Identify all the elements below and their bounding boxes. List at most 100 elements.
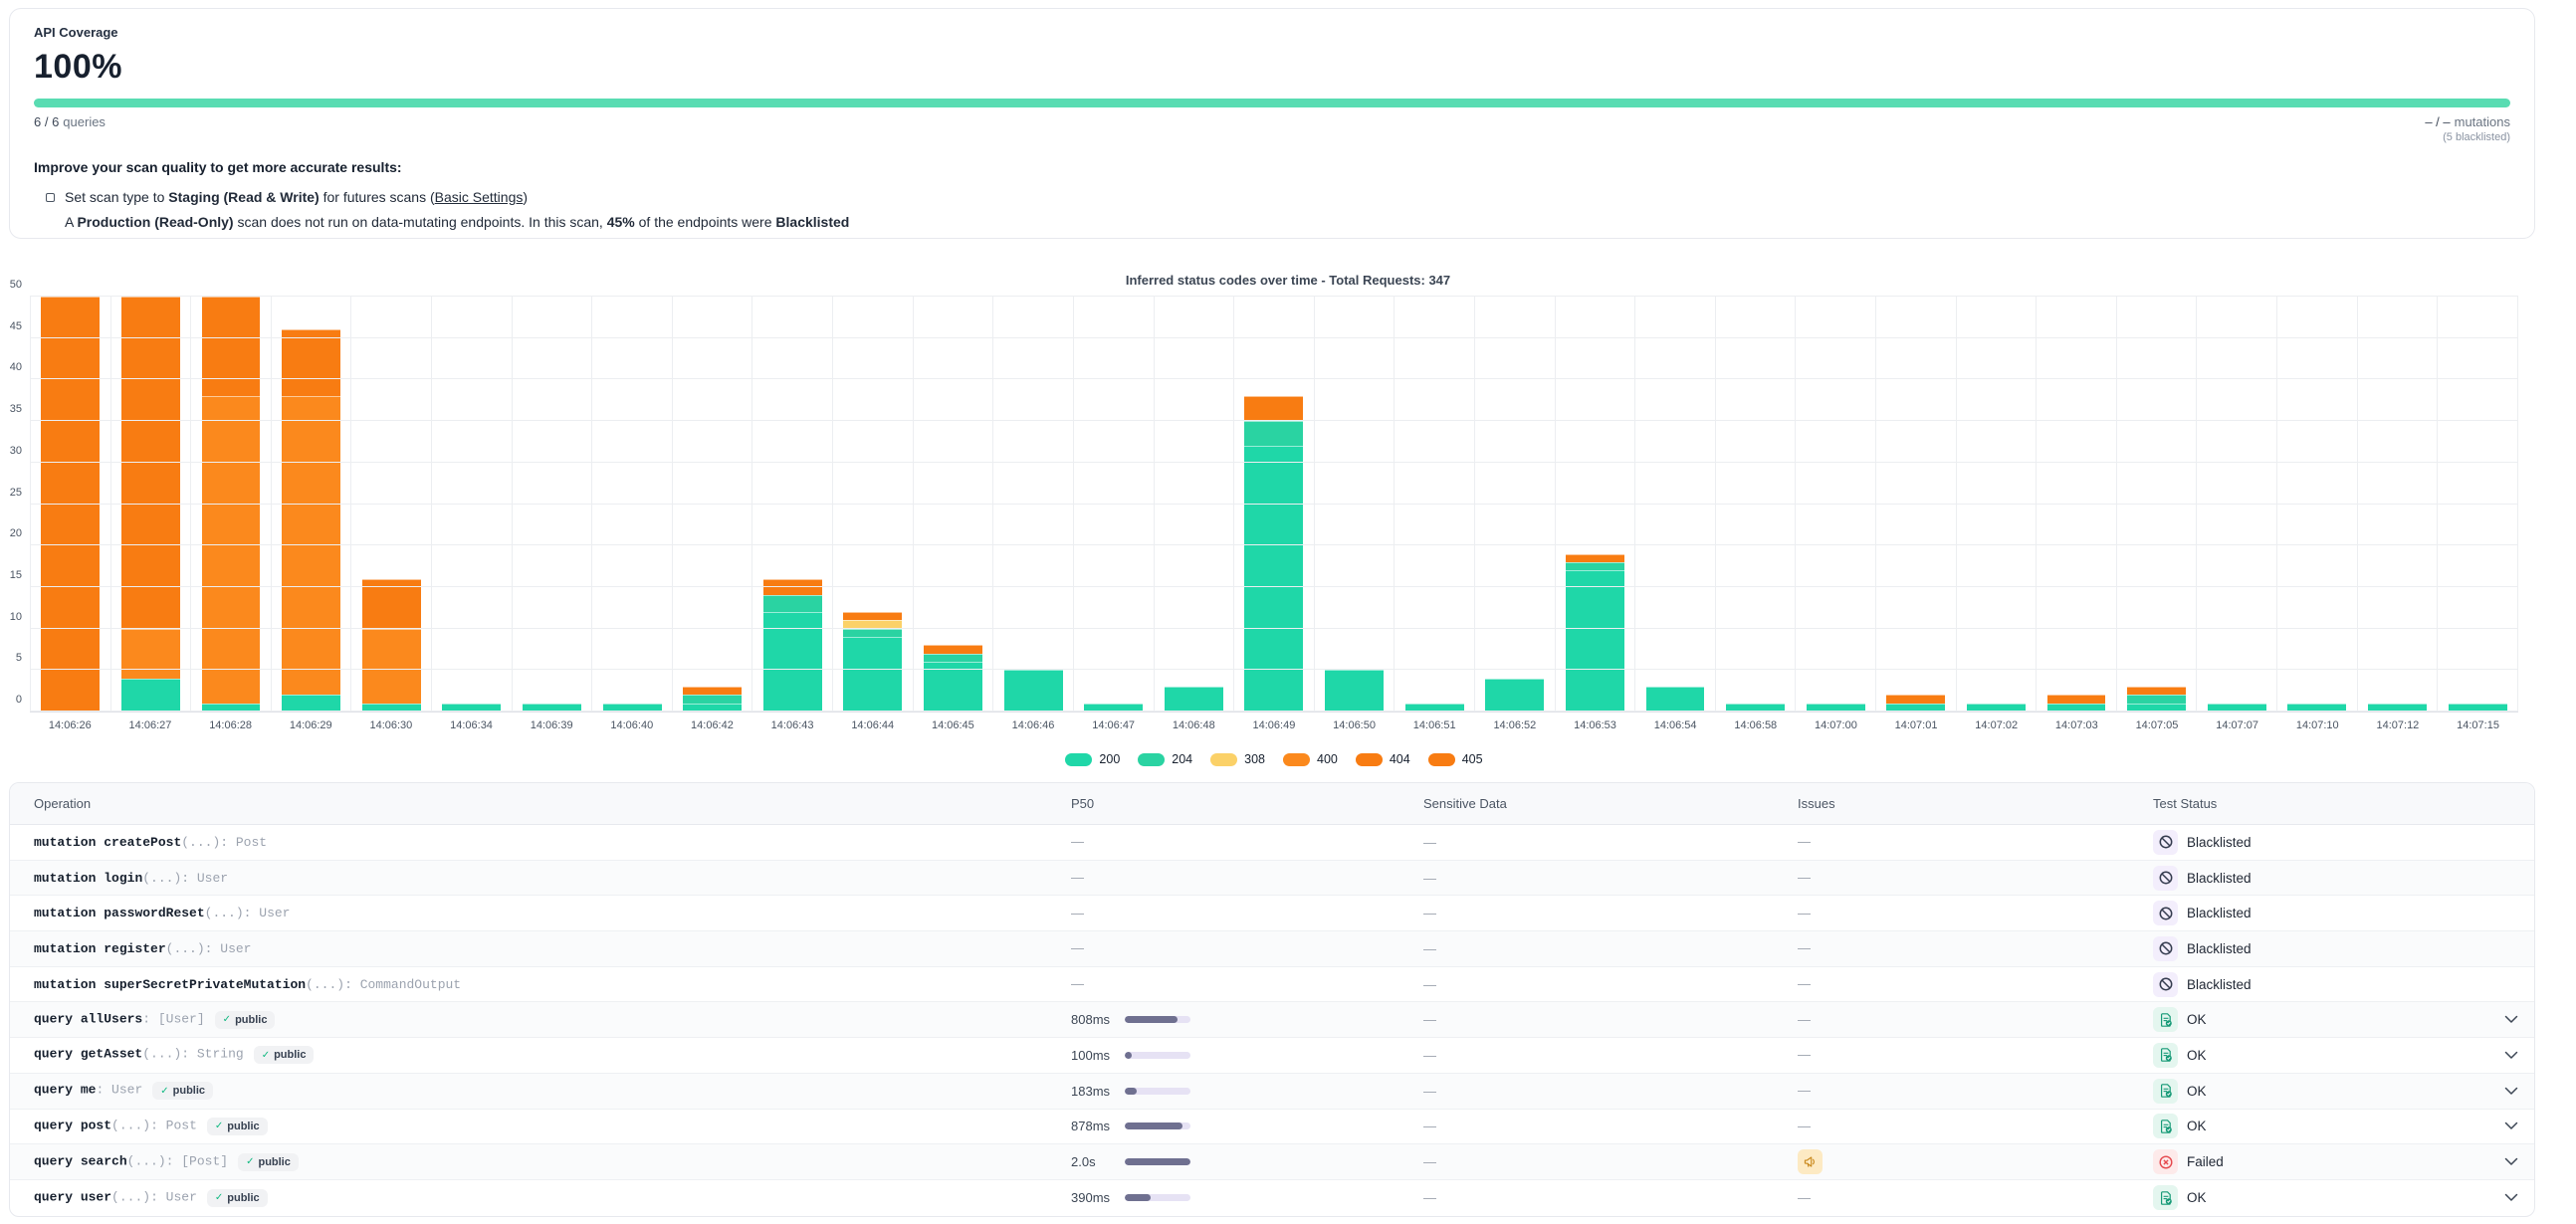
stacked-bar-14:06:26[interactable] — [41, 297, 101, 712]
stacked-bar-14:07:12[interactable] — [2368, 297, 2427, 712]
legend-item-204[interactable]: 204 — [1138, 752, 1192, 766]
expand-chevron-icon[interactable] — [2488, 1122, 2534, 1130]
bar-segment-200[interactable] — [2207, 703, 2266, 712]
stacked-bar-14:06:28[interactable] — [201, 297, 261, 712]
stacked-bar-14:06:48[interactable] — [1164, 297, 1223, 712]
bar-segment-404[interactable] — [282, 329, 341, 397]
stacked-bar-14:06:40[interactable] — [602, 297, 662, 712]
bar-segment-200[interactable] — [1886, 703, 1946, 712]
table-row-allUsers[interactable]: query allUsers: [User] ✓ public 808ms — — OK — [10, 1002, 2534, 1039]
bar-segment-200[interactable] — [683, 703, 743, 712]
stacked-bar-14:06:53[interactable] — [1565, 297, 1624, 712]
bar-segment-200[interactable] — [1966, 703, 2026, 712]
bar-segment-200[interactable] — [523, 703, 581, 712]
bar-segment-405[interactable] — [2127, 687, 2187, 696]
bar-segment-200[interactable] — [2368, 703, 2427, 712]
bar-segment-404[interactable] — [41, 297, 101, 712]
bar-segment-200[interactable] — [1404, 703, 1464, 712]
expand-chevron-icon[interactable] — [2488, 1157, 2534, 1166]
bar-segment-404[interactable] — [762, 578, 822, 596]
stacked-bar-14:06:50[interactable] — [1325, 297, 1384, 712]
table-row-me[interactable]: query me: User ✓ public 183ms — — OK — [10, 1073, 2534, 1110]
bar-segment-200[interactable] — [602, 703, 662, 712]
bar-segment-400[interactable] — [120, 628, 180, 679]
table-row-user[interactable]: query user(...): User ✓ public 390ms — — OK — [10, 1180, 2534, 1216]
bar-segment-405[interactable] — [2046, 695, 2106, 704]
stacked-bar-14:07:10[interactable] — [2287, 297, 2347, 712]
legend-item-404[interactable]: 404 — [1355, 752, 1410, 766]
bar-segment-204[interactable] — [683, 695, 743, 704]
expand-chevron-icon[interactable] — [2488, 1051, 2534, 1060]
bar-segment-200[interactable] — [1164, 686, 1223, 712]
stacked-bar-14:07:00[interactable] — [1806, 297, 1865, 712]
bar-segment-404[interactable] — [361, 578, 421, 629]
bar-segment-204[interactable] — [2127, 695, 2187, 704]
bar-segment-204[interactable] — [843, 628, 903, 637]
bar-segment-404[interactable] — [924, 645, 982, 654]
bar-segment-404[interactable] — [201, 297, 261, 397]
expand-chevron-icon[interactable] — [2488, 1087, 2534, 1096]
bar-segment-404[interactable] — [843, 611, 903, 621]
bar-segment-200[interactable] — [2448, 703, 2507, 712]
stacked-bar-14:06:29[interactable] — [282, 297, 341, 712]
bar-segment-200[interactable] — [1726, 703, 1786, 712]
stacked-bar-14:06:47[interactable] — [1084, 297, 1144, 712]
bar-segment-404[interactable] — [1244, 396, 1304, 422]
expand-chevron-icon[interactable] — [2488, 1015, 2534, 1024]
bar-segment-200[interactable] — [1645, 686, 1705, 712]
bar-segment-200[interactable] — [201, 703, 261, 712]
table-row-search[interactable]: query search(...): [Post] ✓ public 2.0s — Fai… — [10, 1144, 2534, 1180]
bar-segment-204[interactable] — [924, 653, 982, 662]
stacked-bar-14:07:15[interactable] — [2448, 297, 2507, 712]
basic-settings-link[interactable]: Basic Settings — [434, 189, 524, 205]
stacked-bar-14:07:05[interactable] — [2127, 297, 2187, 712]
stacked-bar-14:06:52[interactable] — [1485, 297, 1545, 712]
bar-segment-400[interactable] — [201, 396, 261, 704]
expand-chevron-icon[interactable] — [2488, 1193, 2534, 1202]
checkbox-icon[interactable] — [46, 192, 55, 202]
bar-segment-200[interactable] — [442, 703, 502, 712]
stacked-bar-14:06:43[interactable] — [762, 297, 822, 712]
stacked-bar-14:06:34[interactable] — [442, 297, 502, 712]
issue-alert-badge[interactable] — [1798, 1149, 1823, 1175]
bar-segment-204[interactable] — [762, 595, 822, 612]
bar-segment-200[interactable] — [1565, 570, 1624, 712]
table-row-post[interactable]: query post(...): Post ✓ public 878ms — — OK — [10, 1110, 2534, 1145]
bar-segment-200[interactable] — [1485, 678, 1545, 712]
bar-segment-400[interactable] — [282, 396, 341, 696]
bar-segment-200[interactable] — [1325, 670, 1384, 712]
table-row-getAsset[interactable]: query getAsset(...): String ✓ public 100ms —… — [10, 1038, 2534, 1074]
stacked-bar-14:06:54[interactable] — [1645, 297, 1705, 712]
legend-item-308[interactable]: 308 — [1210, 752, 1265, 766]
bar-segment-405[interactable] — [1886, 695, 1946, 704]
bar-segment-200[interactable] — [2046, 703, 2106, 712]
bar-segment-404[interactable] — [120, 297, 180, 629]
stacked-bar-14:06:39[interactable] — [523, 297, 581, 712]
bar-segment-204[interactable] — [1565, 561, 1624, 571]
legend-item-400[interactable]: 400 — [1283, 752, 1338, 766]
bar-segment-400[interactable] — [361, 628, 421, 704]
bar-segment-200[interactable] — [1084, 703, 1144, 712]
bar-segment-200[interactable] — [1244, 446, 1304, 712]
stacked-bar-14:06:49[interactable] — [1244, 297, 1304, 712]
stacked-bar-14:07:07[interactable] — [2207, 297, 2266, 712]
stacked-bar-14:07:01[interactable] — [1886, 297, 1946, 712]
stacked-bar-14:07:02[interactable] — [1966, 297, 2026, 712]
legend-item-405[interactable]: 405 — [1427, 752, 1483, 766]
stacked-bar-14:06:30[interactable] — [361, 297, 421, 712]
stacked-bar-14:06:27[interactable] — [120, 297, 180, 712]
bar-segment-200[interactable] — [120, 678, 180, 712]
bar-segment-204[interactable] — [1244, 421, 1304, 447]
bar-segment-200[interactable] — [1003, 670, 1063, 712]
bar-segment-200[interactable] — [1806, 703, 1865, 712]
bar-segment-404[interactable] — [1565, 553, 1624, 562]
stacked-bar-14:06:45[interactable] — [924, 297, 982, 712]
stacked-bar-14:06:51[interactable] — [1404, 297, 1464, 712]
bar-segment-200[interactable] — [361, 703, 421, 712]
bar-segment-200[interactable] — [843, 636, 903, 712]
stacked-bar-14:06:42[interactable] — [683, 297, 743, 712]
bar-segment-200[interactable] — [282, 695, 341, 712]
stacked-bar-14:06:44[interactable] — [843, 297, 903, 712]
bar-segment-200[interactable] — [2287, 703, 2347, 712]
stacked-bar-14:07:03[interactable] — [2046, 297, 2106, 712]
